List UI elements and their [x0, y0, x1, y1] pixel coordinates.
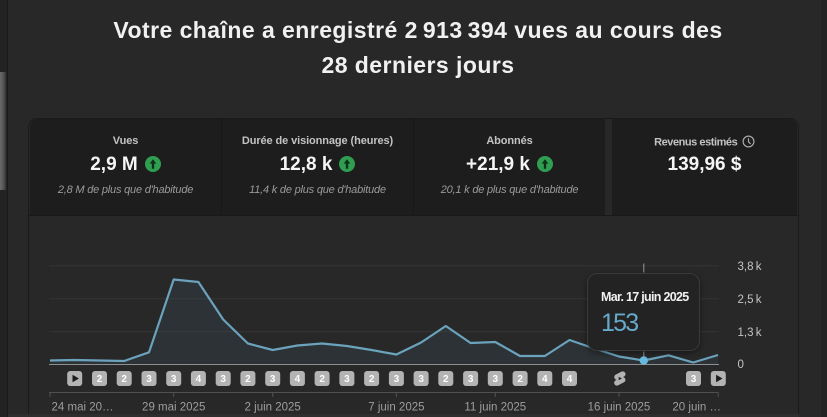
svg-text:2,5 k: 2,5 k: [738, 294, 762, 306]
svg-text:2: 2: [319, 374, 325, 385]
svg-text:3,8 k: 3,8 k: [738, 261, 762, 273]
svg-text:4: 4: [295, 374, 301, 385]
svg-text:2: 2: [245, 374, 251, 385]
svg-text:1,3 k: 1,3 k: [738, 327, 762, 339]
svg-text:3: 3: [468, 374, 474, 385]
svg-text:2: 2: [369, 374, 375, 385]
svg-text:29 mai 2025: 29 mai 2025: [142, 402, 205, 414]
svg-text:3: 3: [171, 374, 177, 385]
svg-text:3: 3: [146, 374, 152, 385]
svg-text:4: 4: [196, 374, 202, 385]
svg-text:3: 3: [493, 374, 499, 385]
svg-text:16 juin 2025: 16 juin 2025: [588, 402, 651, 414]
svg-text:3: 3: [418, 374, 424, 385]
svg-text:2: 2: [517, 374, 523, 385]
svg-text:2: 2: [443, 374, 449, 385]
svg-text:7 juin 2025: 7 juin 2025: [368, 402, 424, 414]
svg-text:4: 4: [542, 374, 548, 385]
svg-text:3: 3: [691, 374, 697, 385]
svg-text:2 juin 2025: 2 juin 2025: [245, 402, 301, 414]
svg-text:3: 3: [270, 374, 276, 385]
svg-text:11 juin 2025: 11 juin 2025: [464, 402, 526, 414]
svg-text:0: 0: [738, 359, 744, 371]
svg-text:3: 3: [344, 374, 350, 385]
svg-text:24 mai 20…: 24 mai 20…: [52, 402, 114, 414]
svg-text:2: 2: [97, 374, 103, 385]
svg-text:4: 4: [567, 374, 573, 385]
svg-text:3: 3: [394, 374, 400, 385]
svg-text:2: 2: [121, 374, 127, 385]
svg-text:20 juin …: 20 juin …: [672, 402, 721, 414]
svg-text:3: 3: [220, 374, 226, 385]
